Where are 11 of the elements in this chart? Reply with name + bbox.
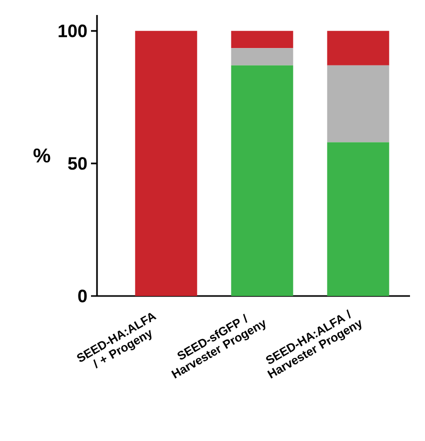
y-axis-title: % xyxy=(34,148,50,163)
bar xyxy=(231,30,294,48)
bar xyxy=(327,30,390,66)
bar xyxy=(327,65,390,142)
bar xyxy=(327,142,390,296)
y-tick-label: 100 xyxy=(58,24,87,38)
bar xyxy=(231,65,294,296)
y-tick-label: 0 xyxy=(78,290,87,302)
bar xyxy=(231,48,294,66)
y-tick-label: 50 xyxy=(68,157,87,170)
bar xyxy=(135,30,198,296)
